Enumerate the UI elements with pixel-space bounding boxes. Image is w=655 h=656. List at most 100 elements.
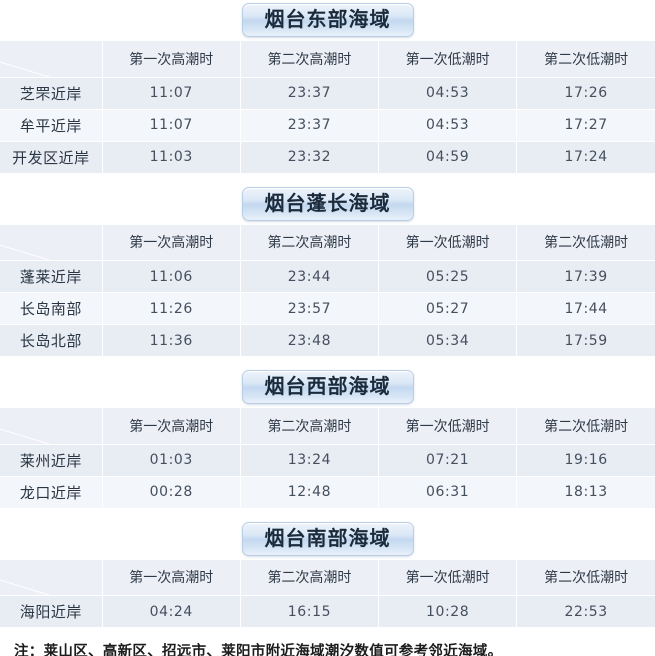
tide-time-cell: 23:48 <box>240 324 380 357</box>
section-title: 烟台西部海域 <box>241 370 414 404</box>
table-row: 蓬莱近岸 11:06 23:44 05:25 17:39 <box>0 260 655 293</box>
table-row: 开发区近岸 11:03 23:32 04:59 17:24 <box>0 141 655 174</box>
tide-time-cell: 19:16 <box>516 444 655 477</box>
location-name: 龙口近岸 <box>0 476 103 509</box>
tide-time-cell: 17:39 <box>516 260 655 293</box>
tide-time-cell: 11:26 <box>102 292 241 325</box>
tide-table: 第一次高潮时 第二次高潮时 第一次低潮时 第二次低潮时 海阳近岸 04:24 16:15 10… <box>0 559 655 628</box>
column-header: 第一次高潮时 <box>102 559 241 596</box>
location-name: 牟平近岸 <box>0 109 103 142</box>
tide-time-cell: 01:03 <box>102 444 241 477</box>
section-gap <box>0 173 655 184</box>
table-row: 长岛南部 11:26 23:57 05:27 17:44 <box>0 292 655 325</box>
tide-time-cell: 23:57 <box>240 292 380 325</box>
sections-container: 烟台东部海域 第一次高潮时 第二次高潮时 第一次低潮时 第二次低潮时 芝罘近岸 11:07 2… <box>0 0 655 628</box>
table-row: 莱州近岸 01:03 13:24 07:21 19:16 <box>0 444 655 477</box>
column-header: 第一次低潮时 <box>378 41 518 78</box>
tide-time-cell: 17:44 <box>516 292 655 325</box>
tide-time-cell: 17:27 <box>516 109 655 142</box>
tide-section: 烟台南部海域 第一次高潮时 第二次高潮时 第一次低潮时 第二次低潮时 海阳近岸 04:24 1… <box>0 519 655 628</box>
diagonal-divider-icon <box>0 225 101 260</box>
tide-time-cell: 17:59 <box>516 324 655 357</box>
tide-time-cell: 05:25 <box>378 260 518 293</box>
tide-time-cell: 04:24 <box>102 595 241 628</box>
corner-cell-diagonal <box>0 224 103 261</box>
column-header: 第一次高潮时 <box>102 41 241 78</box>
tide-time-cell: 10:28 <box>378 595 518 628</box>
tide-section: 烟台蓬长海域 第一次高潮时 第二次高潮时 第一次低潮时 第二次低潮时 蓬莱近岸 11:06 2… <box>0 184 655 357</box>
tide-time-cell: 11:36 <box>102 324 241 357</box>
tide-time-cell: 12:48 <box>240 476 380 509</box>
tide-time-cell: 17:24 <box>516 141 655 174</box>
section-title: 烟台蓬长海域 <box>241 186 414 221</box>
location-name: 开发区近岸 <box>0 141 103 174</box>
section-gap <box>0 357 655 367</box>
tide-time-cell: 13:24 <box>240 444 380 477</box>
column-header: 第二次低潮时 <box>516 408 655 445</box>
tide-time-cell: 04:59 <box>378 141 518 174</box>
tide-time-cell: 18:13 <box>516 476 655 509</box>
tide-time-cell: 00:28 <box>102 476 241 509</box>
table-header-row: 第一次高潮时 第二次高潮时 第一次低潮时 第二次低潮时 <box>0 224 655 261</box>
tide-time-cell: 11:03 <box>102 141 241 174</box>
tide-time-cell: 07:21 <box>378 444 518 477</box>
tide-time-cell: 23:32 <box>240 141 380 174</box>
section-title: 烟台东部海域 <box>241 3 414 37</box>
location-name: 长岛南部 <box>0 292 103 325</box>
location-name: 莱州近岸 <box>0 444 103 477</box>
section-title: 烟台南部海域 <box>241 521 414 556</box>
tide-time-cell: 23:37 <box>240 109 380 142</box>
tide-table: 第一次高潮时 第二次高潮时 第一次低潮时 第二次低潮时 芝罘近岸 11:07 23:37 04… <box>0 41 655 174</box>
table-row: 龙口近岸 00:28 12:48 06:31 18:13 <box>0 476 655 509</box>
footnote: 注：莱山区、高新区、招远市、莱阳市附近海域潮汐数值可参考邻近海域。 <box>14 644 503 656</box>
table-header-row: 第一次高潮时 第二次高潮时 第一次低潮时 第二次低潮时 <box>0 408 655 445</box>
column-header: 第一次高潮时 <box>102 224 241 261</box>
column-header: 第二次低潮时 <box>516 224 655 261</box>
table-header-row: 第一次高潮时 第二次高潮时 第一次低潮时 第二次低潮时 <box>0 41 655 78</box>
column-header: 第二次高潮时 <box>240 408 380 445</box>
column-header: 第二次高潮时 <box>240 41 380 78</box>
tide-time-cell: 11:07 <box>102 77 241 110</box>
tide-time-cell: 05:34 <box>378 324 518 357</box>
tide-time-cell: 23:37 <box>240 77 380 110</box>
corner-cell-diagonal <box>0 559 103 596</box>
section-banner-wrap: 烟台南部海域 <box>0 519 655 560</box>
table-header-row: 第一次高潮时 第二次高潮时 第一次低潮时 第二次低潮时 <box>0 559 655 596</box>
column-header: 第二次低潮时 <box>516 559 655 596</box>
tide-time-cell: 22:53 <box>516 595 655 628</box>
location-name: 海阳近岸 <box>0 595 103 628</box>
column-header: 第二次低潮时 <box>516 41 655 78</box>
column-header: 第一次低潮时 <box>378 559 518 596</box>
tide-time-cell: 04:53 <box>378 77 518 110</box>
section-banner-wrap: 烟台蓬长海域 <box>0 184 655 225</box>
tide-table: 第一次高潮时 第二次高潮时 第一次低潮时 第二次低潮时 蓬莱近岸 11:06 23:44 05… <box>0 224 655 357</box>
column-header: 第一次低潮时 <box>378 408 518 445</box>
location-name: 长岛北部 <box>0 324 103 357</box>
table-row: 牟平近岸 11:07 23:37 04:53 17:27 <box>0 109 655 142</box>
section-banner-wrap: 烟台西部海域 <box>0 367 655 408</box>
column-header: 第二次高潮时 <box>240 224 380 261</box>
tide-time-cell: 16:15 <box>240 595 380 628</box>
column-header: 第一次低潮时 <box>378 224 518 261</box>
table-row: 长岛北部 11:36 23:48 05:34 17:59 <box>0 324 655 357</box>
tide-time-cell: 06:31 <box>378 476 518 509</box>
diagonal-divider-icon <box>0 560 101 595</box>
corner-cell-diagonal <box>0 41 103 78</box>
tide-time-cell: 11:06 <box>102 260 241 293</box>
diagonal-divider-icon <box>0 408 101 443</box>
tide-time-cell: 11:07 <box>102 109 241 142</box>
column-header: 第一次高潮时 <box>102 408 241 445</box>
section-gap <box>0 508 655 519</box>
tide-time-cell: 04:53 <box>378 109 518 142</box>
corner-cell-diagonal <box>0 408 103 445</box>
table-row: 海阳近岸 04:24 16:15 10:28 22:53 <box>0 595 655 628</box>
tide-time-cell: 23:44 <box>240 260 380 293</box>
tide-table: 第一次高潮时 第二次高潮时 第一次低潮时 第二次低潮时 莱州近岸 01:03 13:24 07… <box>0 408 655 509</box>
diagonal-divider-icon <box>0 41 101 76</box>
tide-section: 烟台西部海域 第一次高潮时 第二次高潮时 第一次低潮时 第二次低潮时 莱州近岸 01:03 1… <box>0 367 655 509</box>
tide-time-cell: 17:26 <box>516 77 655 110</box>
location-name: 芝罘近岸 <box>0 77 103 110</box>
column-header: 第二次高潮时 <box>240 559 380 596</box>
location-name: 蓬莱近岸 <box>0 260 103 293</box>
